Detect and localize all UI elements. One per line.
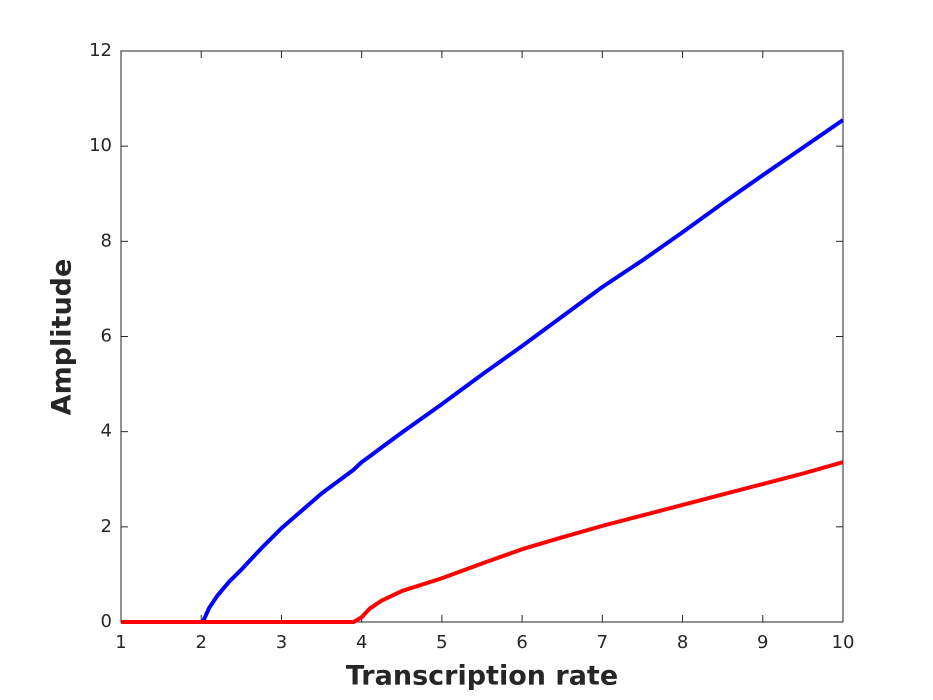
series-line [121,118,845,624]
x-axis-label: Transcription rate [346,661,618,692]
plot-box [120,50,844,623]
x-tick-label: 8 [677,632,688,653]
y-tick-label: 2 [101,516,112,537]
x-tick-label: 3 [276,632,287,653]
x-tick-label: 9 [757,632,768,653]
y-axis-label: Amplitude [47,259,78,416]
y-tick-label: 8 [101,230,112,251]
y-tick-label: 0 [101,611,112,632]
x-tick-label: 10 [832,632,855,653]
x-tick-label: 5 [436,632,447,653]
y-tick-label: 10 [89,135,112,156]
x-tick-label: 2 [195,632,206,653]
x-tick-label: 6 [516,632,527,653]
y-tick-label: 6 [101,326,112,347]
series-line [121,460,844,624]
y-tick-label: 4 [101,421,112,442]
y-tick-label: 12 [89,40,112,61]
x-tick-label: 1 [115,632,126,653]
x-tick-label: 4 [356,632,367,653]
x-tick-label: 7 [597,632,608,653]
